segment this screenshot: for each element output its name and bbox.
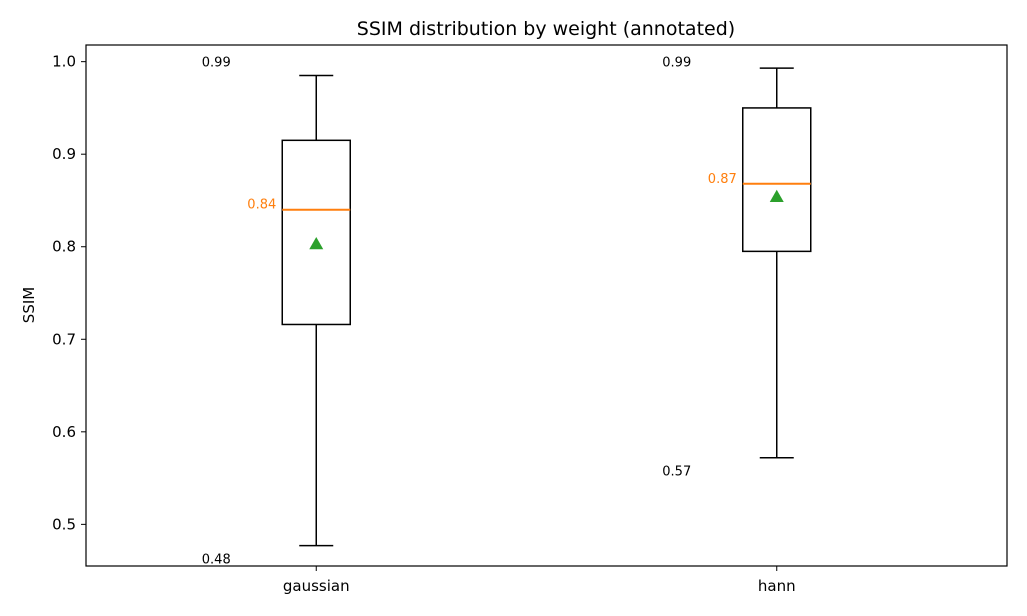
- x-tick-label: gaussian: [283, 577, 350, 595]
- y-tick-label: 0.5: [52, 515, 76, 533]
- min-annotation: 0.57: [662, 465, 691, 480]
- min-annotation: 0.48: [202, 553, 231, 568]
- x-tick-label: hann: [758, 577, 796, 595]
- y-tick-label: 0.6: [52, 423, 76, 441]
- y-tick-label: 0.7: [52, 330, 76, 348]
- y-tick-label: 0.9: [52, 145, 76, 163]
- median-annotation: 0.84: [247, 198, 276, 213]
- max-annotation: 0.99: [662, 56, 691, 71]
- y-axis-label: SSIM: [20, 287, 38, 323]
- chart-title: SSIM distribution by weight (annotated): [357, 18, 735, 40]
- y-tick-label: 0.8: [52, 238, 76, 256]
- axes-frame: [85, 44, 1008, 567]
- plot-area: 0.5 0.6 0.7 0.8 0.9 1.0 gaussian hann 0.99 0.48 0.…: [52, 53, 812, 595]
- max-annotation: 0.99: [202, 56, 231, 71]
- mean-marker: [309, 236, 324, 250]
- y-tick-label: 1.0: [52, 53, 76, 71]
- mean-marker: [769, 189, 784, 203]
- box-iqr: [742, 107, 812, 253]
- median-annotation: 0.87: [708, 172, 737, 187]
- box-iqr: [281, 139, 351, 326]
